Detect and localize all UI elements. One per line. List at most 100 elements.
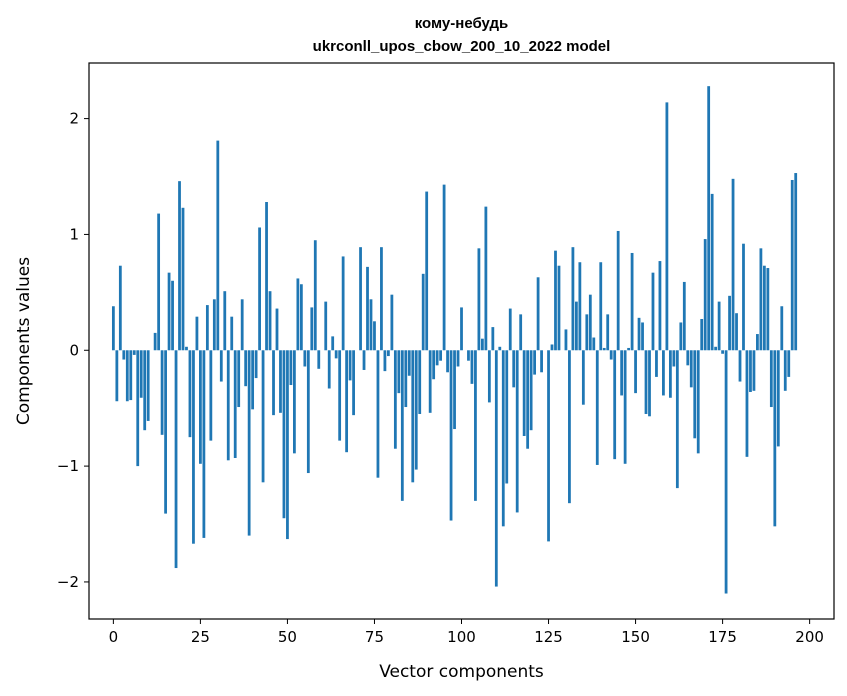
bar-146 <box>620 350 624 396</box>
bar-44 <box>265 202 268 351</box>
bar-91 <box>428 350 432 413</box>
bar-47 <box>275 308 279 351</box>
bar-152 <box>641 322 644 351</box>
bar-10 <box>146 350 150 421</box>
bar-142 <box>606 314 610 351</box>
bar-135 <box>581 350 585 405</box>
bar-38 <box>244 350 248 387</box>
bar-32 <box>223 291 227 351</box>
chart-subtitle: ukrconll_upos_cbow_200_10_2022 model <box>313 38 611 55</box>
bar-120 <box>529 350 533 431</box>
bar-3 <box>122 350 126 360</box>
bar-14 <box>160 350 164 435</box>
bar-0 <box>111 306 115 351</box>
bar-23 <box>192 350 195 544</box>
bar-12 <box>153 332 157 351</box>
bar-110 <box>494 350 498 587</box>
bar-41 <box>254 350 258 379</box>
y-tick-label: −1 <box>57 457 79 475</box>
bar-31 <box>219 350 223 382</box>
x-tick-label: 100 <box>447 628 476 646</box>
bar-162 <box>675 350 679 489</box>
bar-71 <box>359 247 362 351</box>
bar-35 <box>233 350 237 458</box>
x-axis-ticks: 0 25 50 75 100 125 150 175 200 <box>109 619 824 646</box>
bar-83 <box>400 350 404 501</box>
bar-187 <box>762 265 766 351</box>
bar-119 <box>526 350 530 449</box>
bar-196 <box>794 173 798 351</box>
bar-173 <box>714 346 718 351</box>
bar-1 <box>115 350 119 402</box>
bar-16 <box>167 272 171 351</box>
bar-55 <box>303 350 307 367</box>
bar-195 <box>790 179 794 351</box>
bar-89 <box>421 273 425 351</box>
bar-131 <box>568 350 571 504</box>
bar-88 <box>418 350 422 414</box>
bar-116 <box>515 350 519 513</box>
bar-168 <box>696 350 700 454</box>
bar-138 <box>592 337 596 351</box>
bar-189 <box>769 350 773 408</box>
bar-136 <box>585 314 589 351</box>
bar-20 <box>181 207 185 351</box>
bar-160 <box>668 350 672 398</box>
bar-140 <box>599 262 603 351</box>
bar-108 <box>487 350 491 403</box>
bar-141 <box>602 347 606 351</box>
bar-104 <box>474 350 477 501</box>
bar-100 <box>460 307 463 351</box>
bar-85 <box>407 350 411 376</box>
bar-21 <box>185 346 188 351</box>
bars-group <box>111 86 798 594</box>
bar-68 <box>348 350 352 381</box>
bar-125 <box>547 350 550 542</box>
bar-26 <box>202 350 206 538</box>
bar-64 <box>334 350 338 359</box>
bar-133 <box>574 301 578 351</box>
bar-43 <box>261 350 265 483</box>
bar-154 <box>648 350 651 417</box>
y-tick-label: 1 <box>69 225 79 243</box>
bar-4 <box>125 350 129 402</box>
bar-171 <box>707 86 711 351</box>
bar-98 <box>453 350 456 430</box>
bar-106 <box>481 338 484 351</box>
bar-75 <box>373 321 376 351</box>
bar-5 <box>129 350 133 401</box>
bar-123 <box>540 350 543 373</box>
bar-52 <box>293 350 296 454</box>
bar-175 <box>721 350 724 354</box>
bar-156 <box>655 350 658 377</box>
bar-167 <box>693 350 697 439</box>
bar-115 <box>512 350 516 388</box>
bar-191 <box>776 350 780 447</box>
bar-87 <box>414 350 418 470</box>
bar-117 <box>519 314 523 351</box>
bar-69 <box>352 350 355 416</box>
bar-177 <box>728 295 731 351</box>
bar-130 <box>564 329 568 351</box>
bar-66 <box>341 256 345 351</box>
bar-72 <box>362 350 366 370</box>
bar-78 <box>383 350 387 372</box>
bar-99 <box>456 350 460 367</box>
bar-63 <box>331 336 335 351</box>
bar-62 <box>327 350 331 389</box>
bar-81 <box>393 350 397 449</box>
bar-151 <box>637 317 641 351</box>
bar-127 <box>554 250 557 351</box>
bar-170 <box>703 239 707 351</box>
bar-25 <box>199 350 202 464</box>
bar-34 <box>230 316 234 351</box>
bar-183 <box>749 350 752 392</box>
bar-181 <box>742 243 745 351</box>
bar-148 <box>627 347 630 351</box>
bar-165 <box>686 350 690 366</box>
bar-105 <box>477 248 481 351</box>
bar-150 <box>634 350 637 394</box>
bar-93 <box>435 350 439 366</box>
bar-145 <box>616 230 620 351</box>
